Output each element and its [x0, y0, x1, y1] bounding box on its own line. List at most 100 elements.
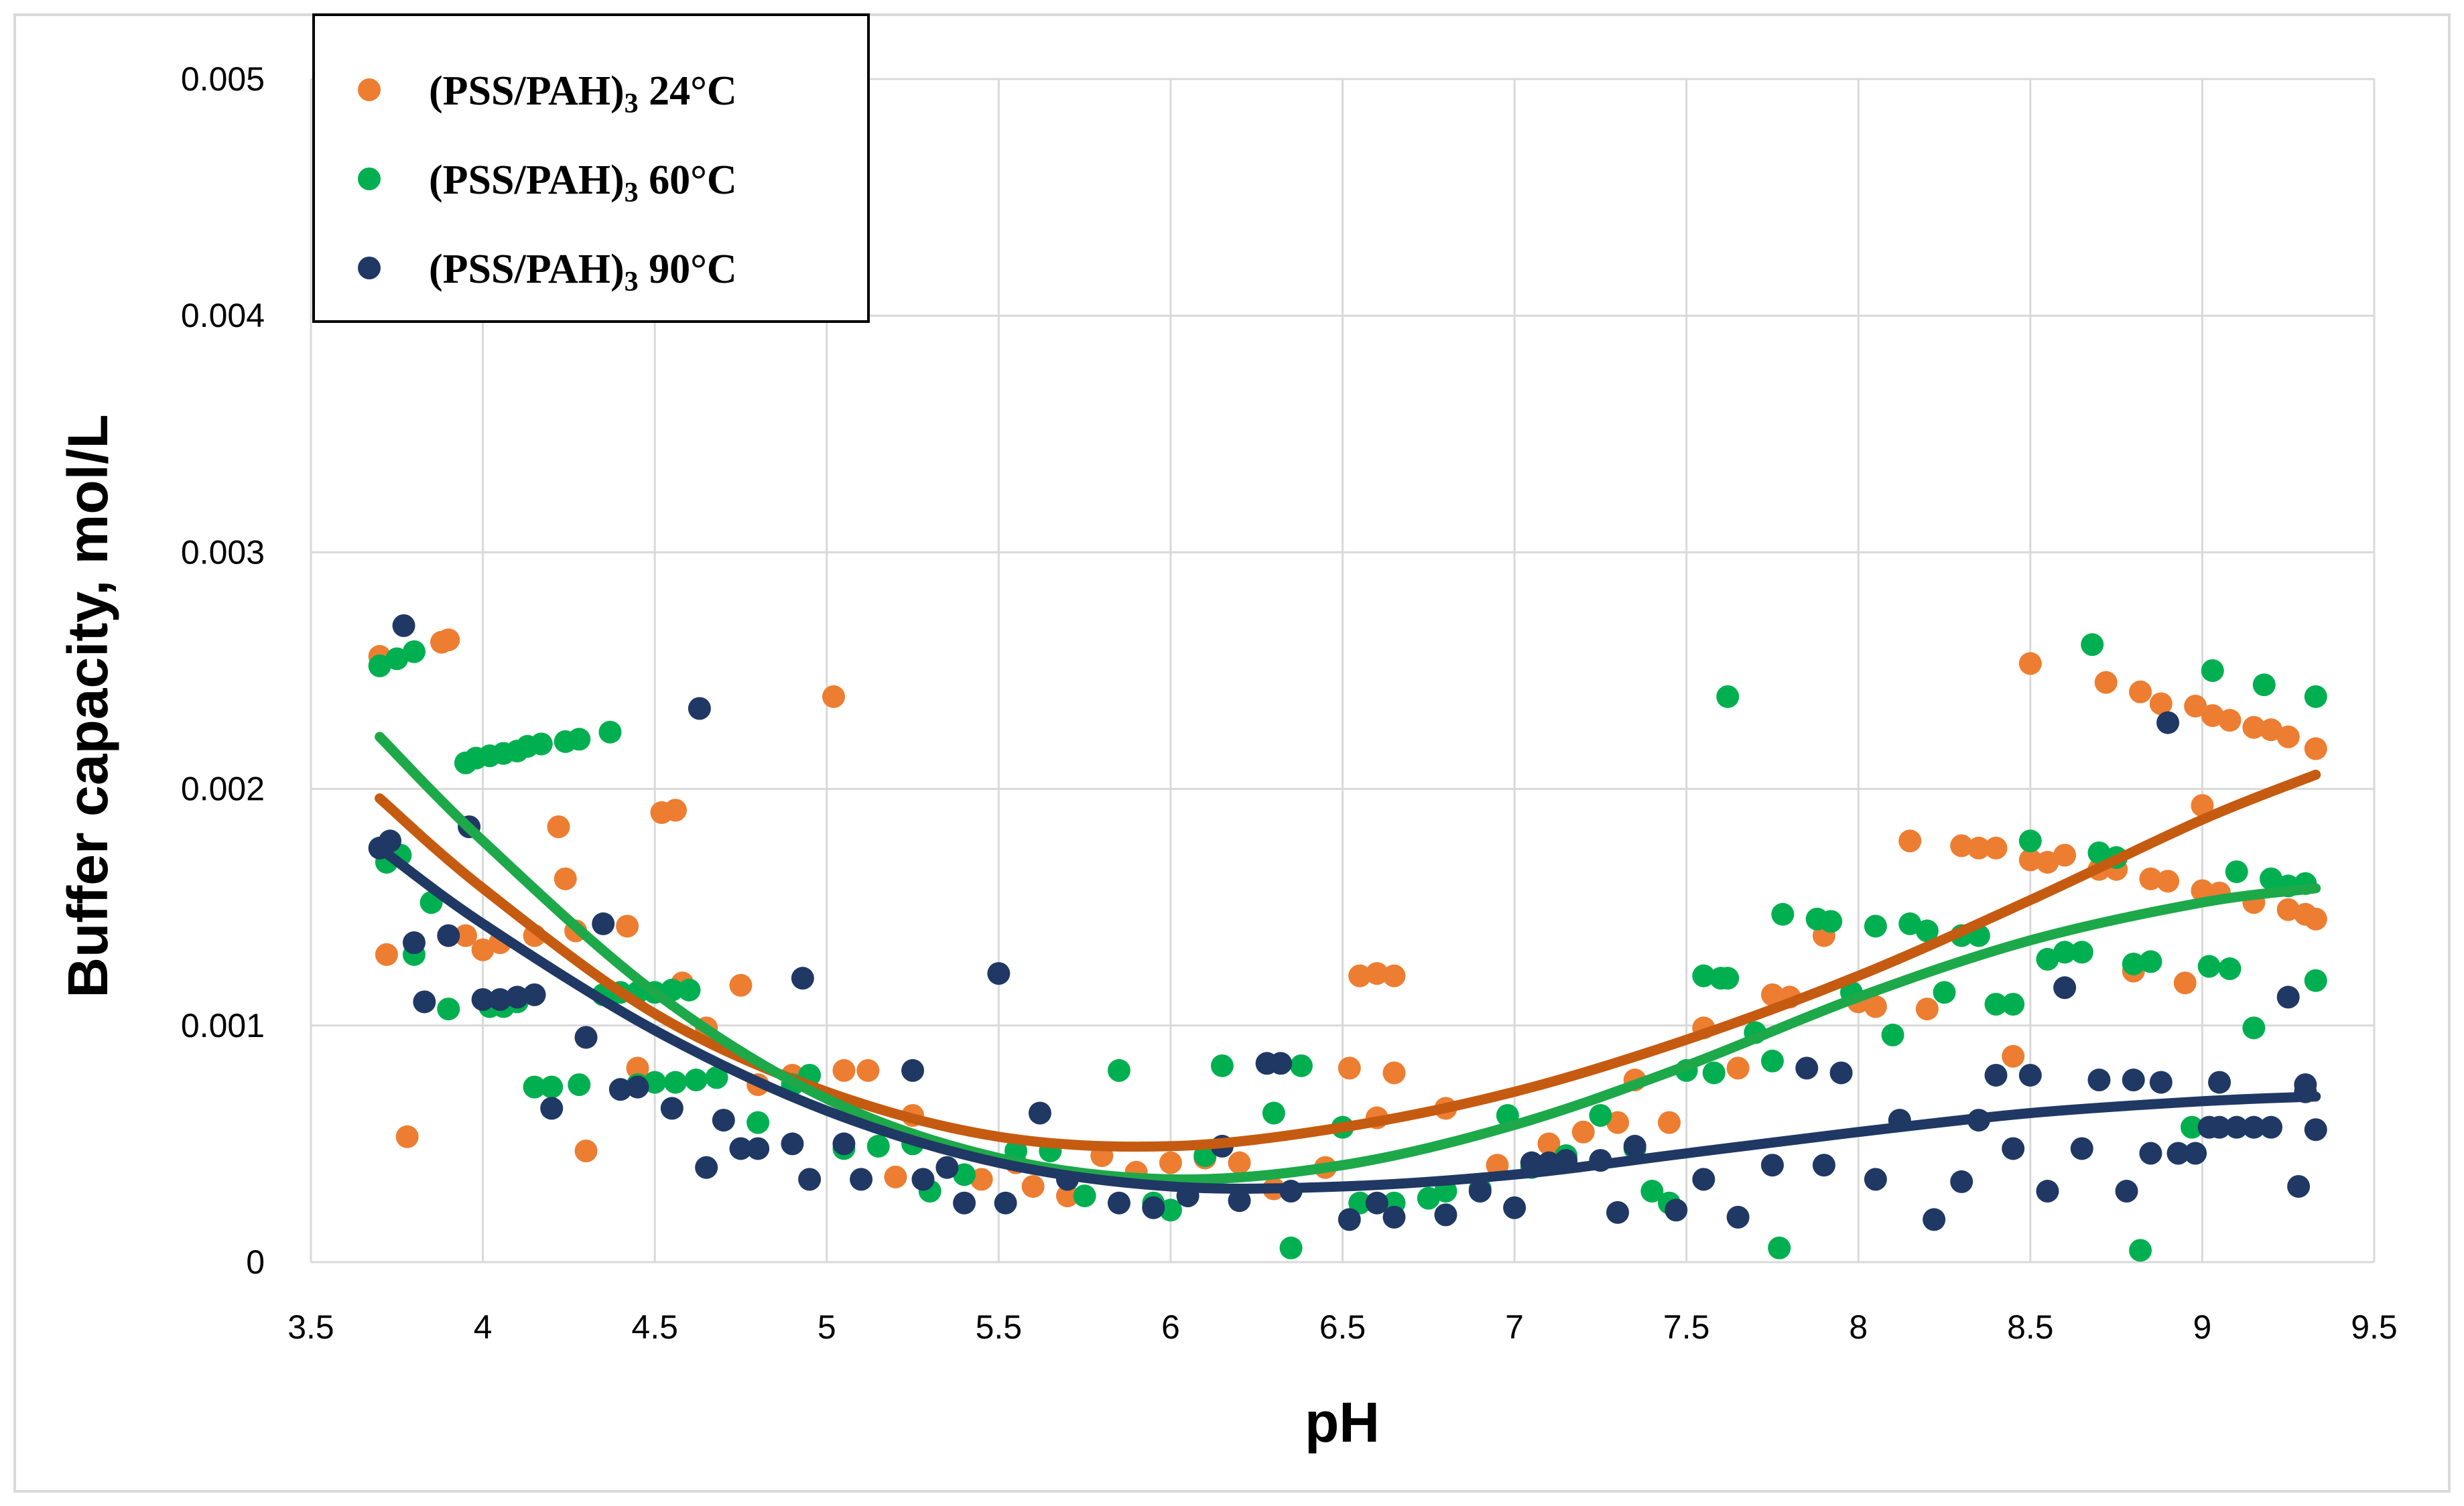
- data-point: [1338, 1208, 1361, 1231]
- data-point: [2242, 715, 2266, 739]
- data-point: [1665, 1199, 1688, 1222]
- data-point: [2294, 1073, 2317, 1097]
- data-point: [540, 1097, 564, 1120]
- legend-label-temperature: 90°C: [639, 247, 737, 292]
- data-point: [2036, 947, 2059, 971]
- data-point: [1812, 1154, 1835, 1177]
- data-point: [1228, 1189, 1251, 1213]
- data-point: [2036, 1180, 2059, 1203]
- data-point: [1760, 983, 1784, 1006]
- data-point: [1915, 919, 1939, 943]
- data-point: [850, 1168, 873, 1191]
- data-point: [2201, 704, 2224, 728]
- data-point: [1692, 1168, 1715, 1191]
- data-point: [375, 943, 398, 966]
- data-point: [2122, 1069, 2145, 1092]
- data-point: [592, 912, 615, 935]
- data-point: [2156, 870, 2180, 893]
- data-point: [2173, 971, 2197, 995]
- data-point: [1269, 1052, 1293, 1075]
- data-point: [392, 614, 415, 637]
- data-point: [2260, 867, 2283, 890]
- data-point: [2002, 1137, 2025, 1160]
- data-point: [2304, 1118, 2327, 1142]
- data-point: [1434, 1203, 1457, 1227]
- data-point: [1589, 1104, 1612, 1127]
- data-point: [1289, 1054, 1313, 1077]
- data-point: [395, 1125, 419, 1148]
- data-point: [2156, 711, 2180, 734]
- data-point: [2018, 1063, 2042, 1087]
- data-point: [953, 1163, 976, 1186]
- data-point: [1898, 829, 1922, 853]
- data-point: [1159, 1199, 1182, 1222]
- data-point: [2129, 1239, 2152, 1262]
- data-point: [540, 1075, 564, 1099]
- y-tick-label: 0.003: [181, 533, 265, 571]
- data-point: [832, 1132, 856, 1156]
- x-tick-label: 4.5: [631, 1308, 678, 1346]
- data-point: [2260, 1115, 2283, 1139]
- data-point: [1107, 1058, 1130, 1082]
- data-point: [747, 1111, 770, 1134]
- data-point: [2036, 851, 2059, 874]
- data-point: [660, 1097, 684, 1120]
- data-point: [385, 647, 409, 671]
- legend: (PSS/PAH)3 24°C(PSS/PAH)3 60°C(PSS/PAH)3…: [312, 13, 870, 323]
- data-point: [547, 815, 570, 839]
- data-point: [2191, 794, 2214, 817]
- data-point: [1382, 1205, 1406, 1229]
- data-point: [1107, 1191, 1130, 1215]
- data-point: [2115, 1180, 2138, 1203]
- data-point: [523, 1075, 546, 1099]
- legend-label-temperature: 24°C: [639, 68, 737, 114]
- y-tick-label: 0.001: [181, 1007, 265, 1044]
- data-point: [1702, 1061, 1726, 1085]
- data-point: [1967, 836, 1990, 860]
- data-point: [1073, 1184, 1096, 1208]
- x-axis-ticks: 3.5 4 4.5 5 5.5 6 6.5 7 7.5 8 8.5 9 9.5: [287, 1308, 2398, 1346]
- trendlines: [375, 732, 2321, 1194]
- data-point: [1028, 1101, 1051, 1125]
- data-point: [1923, 1208, 1946, 1231]
- data-point: [791, 967, 814, 990]
- data-point: [2197, 955, 2221, 978]
- data-point: [1795, 1056, 1819, 1080]
- data-point: [1503, 1196, 1527, 1219]
- data-point: [2149, 692, 2173, 715]
- data-point: [402, 931, 426, 955]
- data-point: [643, 1071, 667, 1094]
- data-point: [626, 1075, 649, 1099]
- data-point: [1021, 1174, 1045, 1198]
- data-point: [1640, 1180, 1664, 1203]
- data-point: [2242, 1115, 2266, 1139]
- data-point: [2018, 829, 2042, 853]
- data-point: [574, 1139, 598, 1162]
- data-point: [1623, 1134, 1646, 1158]
- data-point: [1055, 1184, 1079, 1208]
- data-point: [626, 1056, 649, 1080]
- data-point: [2087, 841, 2111, 864]
- legend-marker-0: [358, 78, 381, 101]
- x-tick-label: 9.5: [2351, 1308, 2398, 1346]
- data-point: [437, 924, 460, 947]
- legend-entry-2: (PSS/PAH)3 90°C: [429, 247, 737, 297]
- legend-label-main: (PSS/PAH): [429, 157, 625, 203]
- data-point: [454, 924, 477, 947]
- data-point: [2191, 879, 2214, 902]
- data-point: [1692, 964, 1715, 987]
- data-point: [1159, 1151, 1182, 1174]
- y-axis-title: Buffer capacity, mol/L: [56, 414, 119, 998]
- data-point: [1142, 1196, 1165, 1219]
- data-point: [1210, 1054, 1234, 1077]
- data-point: [1228, 1151, 1251, 1174]
- legend-label-subscript: 3: [625, 178, 639, 208]
- x-tick-label: 3.5: [287, 1308, 334, 1346]
- data-point: [1984, 993, 2008, 1016]
- data-point: [1760, 1154, 1784, 1177]
- data-point: [1537, 1132, 1561, 1156]
- data-point: [712, 1109, 735, 1132]
- data-point: [523, 983, 546, 1006]
- data-point: [2139, 1142, 2162, 1165]
- data-point: [695, 1156, 718, 1179]
